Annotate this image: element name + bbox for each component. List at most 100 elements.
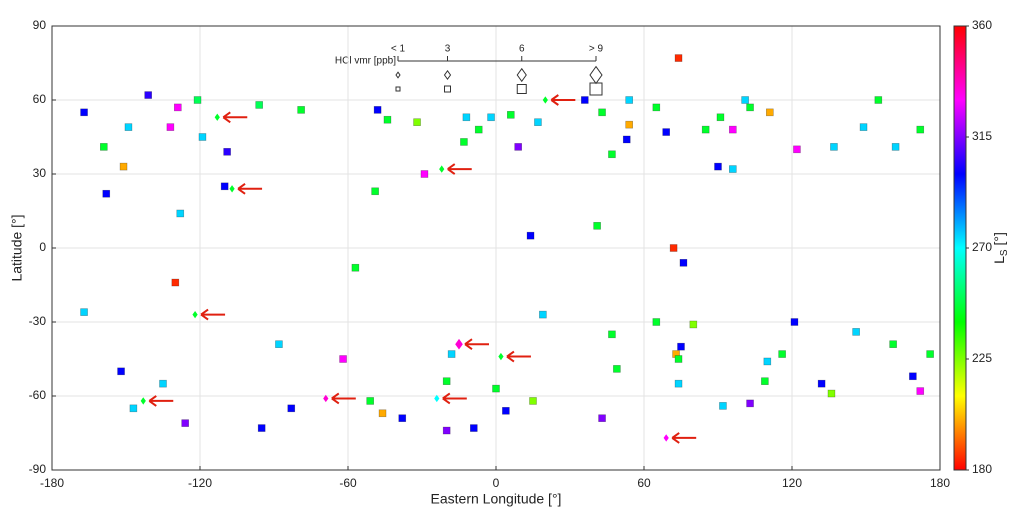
colorbar-tick-label: 180: [972, 462, 992, 476]
size-legend-diamond: [516, 67, 527, 83]
x-tick-label: 120: [782, 476, 802, 490]
upper-limit-marker: [339, 355, 347, 363]
colorbar-tick-label: 315: [972, 129, 992, 143]
colorbar-label-unit: [°]: [991, 232, 1007, 245]
size-legend-tick-label: 3: [445, 44, 451, 55]
upper-limit-marker: [669, 244, 678, 252]
upper-limit-marker: [598, 414, 606, 423]
upper-limit-marker: [102, 189, 111, 198]
upper-limit-marker: [297, 106, 305, 114]
y-tick-label: 0: [39, 240, 46, 254]
x-tick-label: -60: [339, 476, 357, 490]
upper-limit-marker: [746, 103, 754, 112]
upper-limit-marker: [679, 258, 688, 267]
x-tick-label: 0: [493, 476, 500, 490]
upper-limit-marker: [916, 125, 925, 134]
upper-limit-marker: [714, 162, 722, 171]
x-axis-label: Eastern Longitude [°]: [431, 491, 562, 507]
upper-limit-marker: [80, 108, 88, 117]
y-tick-label: 30: [33, 166, 47, 180]
y-tick-label: -30: [29, 314, 47, 328]
upper-limit-marker: [442, 377, 451, 386]
upper-limit-marker: [198, 133, 207, 141]
upper-limit-marker: [129, 404, 138, 413]
upper-limit-marker: [366, 397, 375, 405]
upper-limit-marker: [124, 123, 133, 131]
colorbar-tick-label: 270: [972, 240, 992, 254]
upper-limit-marker: [652, 103, 661, 112]
upper-limit-marker: [460, 138, 468, 146]
upper-limit-marker: [728, 165, 737, 173]
detection-marker: [323, 394, 329, 403]
upper-limit-marker: [830, 143, 838, 151]
detection-marker: [192, 310, 198, 319]
detection-marker: [439, 165, 445, 173]
colorbar-label: LS [°]: [991, 232, 1010, 264]
size-legend-tick-label: 6: [519, 44, 525, 55]
upper-limit-marker: [827, 389, 836, 398]
upper-limit-marker: [502, 406, 510, 415]
upper-limit-marker: [716, 113, 725, 122]
size-legend-square: [444, 85, 451, 93]
upper-limit-marker: [793, 145, 801, 154]
plot-frame: [51, 25, 941, 471]
arrow: [506, 350, 531, 363]
y-tick-label: 90: [33, 18, 47, 32]
upper-limit-marker: [100, 143, 108, 151]
upper-limit-marker: [891, 143, 900, 151]
detection-marker: [455, 338, 463, 350]
upper-limit-marker: [181, 419, 189, 427]
upper-limit-marker: [506, 111, 515, 119]
colorbar-label-sub: S: [999, 249, 1010, 256]
upper-limit-marker: [593, 222, 601, 230]
upper-limit-marker: [652, 318, 661, 326]
size-legend-tick-label: > 9: [589, 44, 604, 55]
upper-limit-marker: [287, 404, 296, 413]
upper-limit-marker: [765, 108, 774, 117]
upper-limit-marker: [741, 96, 749, 104]
upper-limit-marker: [223, 148, 231, 156]
upper-limit-marker: [889, 340, 897, 349]
upper-limit-marker: [613, 365, 621, 373]
upper-limit-marker: [351, 263, 360, 272]
upper-limit-marker: [677, 342, 685, 351]
upper-limit-marker: [625, 96, 634, 104]
upper-limit-marker: [662, 128, 671, 136]
x-tick-label: -180: [40, 476, 64, 490]
arrow: [464, 338, 489, 351]
upper-limit-marker: [909, 372, 917, 381]
upper-limit-marker: [176, 209, 185, 218]
upper-limit-marker: [171, 278, 180, 287]
size-legend-title: HCl vmr [ppb]: [335, 56, 396, 67]
upper-limit-marker: [701, 125, 710, 134]
upper-limit-marker: [174, 103, 182, 112]
upper-limit-marker: [474, 125, 483, 134]
upper-limit-marker: [608, 330, 616, 339]
upper-limit-marker: [413, 118, 421, 126]
upper-limit-marker: [80, 308, 88, 316]
size-legend-square: [516, 84, 527, 94]
upper-limit-marker: [608, 150, 616, 159]
x-tick-label: 180: [930, 476, 950, 490]
y-tick-label: 60: [33, 92, 47, 106]
upper-limit-marker: [373, 106, 382, 114]
upper-limit-marker: [689, 320, 698, 329]
y-tick-label: -90: [29, 462, 47, 476]
upper-limit-marker: [117, 367, 125, 376]
upper-limit-marker: [420, 170, 429, 178]
arrow: [237, 182, 263, 195]
size-legend-diamond: [589, 65, 603, 85]
size-legend-diamond: [443, 69, 452, 81]
upper-limit-marker: [817, 379, 826, 388]
upper-limit-marker: [492, 384, 500, 393]
upper-limit-marker: [119, 162, 128, 171]
upper-limit-marker: [526, 231, 535, 240]
upper-limit-marker: [916, 387, 925, 395]
upper-limit-marker: [852, 328, 860, 336]
upper-limit-marker: [144, 91, 152, 99]
arrow: [148, 395, 174, 407]
size-legend-square: [395, 86, 401, 92]
detection-marker: [229, 185, 235, 193]
x-tick-label: 60: [637, 476, 651, 490]
detection-marker: [434, 394, 440, 403]
